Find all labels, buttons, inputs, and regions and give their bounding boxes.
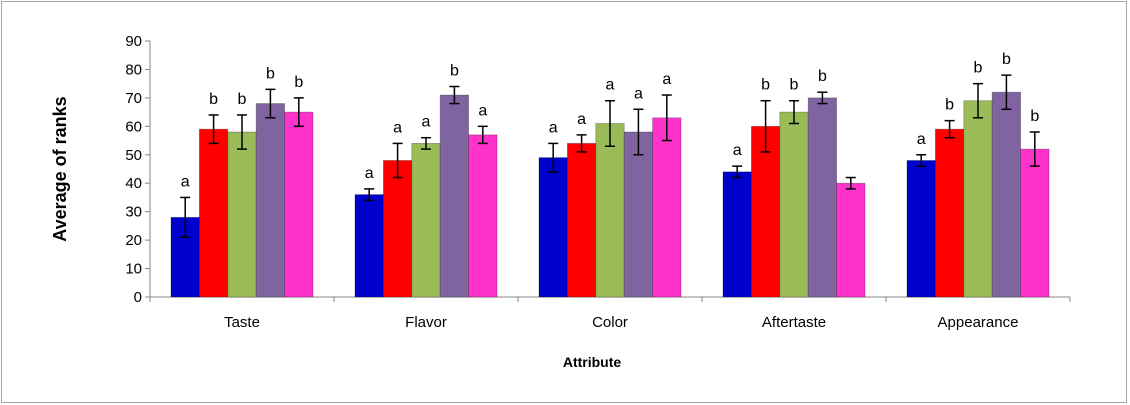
significance-letter: b	[1030, 108, 1039, 125]
bar	[779, 111, 809, 298]
bar	[468, 134, 498, 298]
y-tick-label: 30	[125, 204, 142, 221]
x-tick-label: Aftertaste	[762, 314, 826, 331]
significance-letter: a	[181, 173, 190, 190]
significance-letter: b	[1002, 51, 1011, 68]
y-tick-label: 60	[125, 118, 142, 135]
y-tick-label: 70	[125, 90, 142, 107]
significance-letter: b	[761, 77, 770, 94]
significance-letter: b	[945, 97, 954, 114]
significance-letter: b	[450, 63, 459, 80]
significance-letter: a	[549, 119, 558, 136]
bar	[836, 182, 866, 298]
significance-letter: b	[790, 77, 799, 94]
bar	[382, 160, 413, 298]
labels-layer: 0 10 20 30 40 50 60 70 80 90 Taste Flavor Color After…	[125, 33, 1039, 331]
bar	[227, 131, 257, 298]
y-tick-label: 0	[134, 289, 142, 306]
significance-letter: a	[634, 85, 643, 102]
x-tick-label: Taste	[224, 314, 260, 331]
significance-letter: a	[393, 119, 402, 136]
significance-letter: b	[209, 91, 218, 108]
significance-letter: a	[577, 111, 586, 128]
y-tick-label: 10	[125, 261, 142, 278]
significance-letter: b	[238, 91, 247, 108]
significance-letter: b	[818, 68, 827, 85]
y-tick-label: 20	[125, 232, 142, 249]
significance-letter: a	[478, 102, 487, 119]
bars-layer	[170, 91, 1050, 298]
bar	[255, 103, 286, 298]
error-bars-layer	[180, 74, 1040, 239]
bar	[354, 194, 384, 298]
bar	[963, 100, 993, 298]
y-axis-title: Average of ranks	[50, 96, 70, 241]
bar	[722, 171, 752, 298]
significance-letter: a	[365, 165, 374, 182]
bar	[1020, 148, 1050, 298]
bar	[198, 128, 229, 298]
bar	[906, 160, 936, 298]
significance-letter: a	[733, 142, 742, 159]
bar	[567, 142, 597, 298]
bar	[538, 157, 568, 298]
y-tick-label: 40	[125, 175, 142, 192]
x-tick-label: Flavor	[405, 314, 447, 331]
bar	[935, 128, 965, 298]
bar	[991, 91, 1022, 298]
bar	[411, 142, 441, 298]
significance-letter: a	[606, 77, 615, 94]
x-tick-label: Appearance	[938, 314, 1019, 331]
bar	[623, 131, 654, 298]
significance-letter: b	[294, 74, 303, 91]
significance-letter: b	[974, 60, 983, 77]
bar	[284, 111, 314, 298]
significance-letter: a	[662, 71, 671, 88]
significance-letter: b	[266, 65, 275, 82]
x-axis-title: Attribute	[563, 354, 622, 370]
bar	[751, 125, 781, 298]
bar	[807, 97, 838, 298]
x-tick-label: Color	[592, 314, 628, 331]
bar	[439, 94, 470, 298]
y-tick-label: 50	[125, 147, 142, 164]
y-tick-label: 80	[125, 61, 142, 78]
bar	[652, 117, 682, 298]
y-tick-label: 90	[125, 33, 142, 50]
bar	[595, 123, 625, 298]
significance-letter: a	[917, 131, 926, 148]
significance-letter: a	[422, 114, 431, 131]
